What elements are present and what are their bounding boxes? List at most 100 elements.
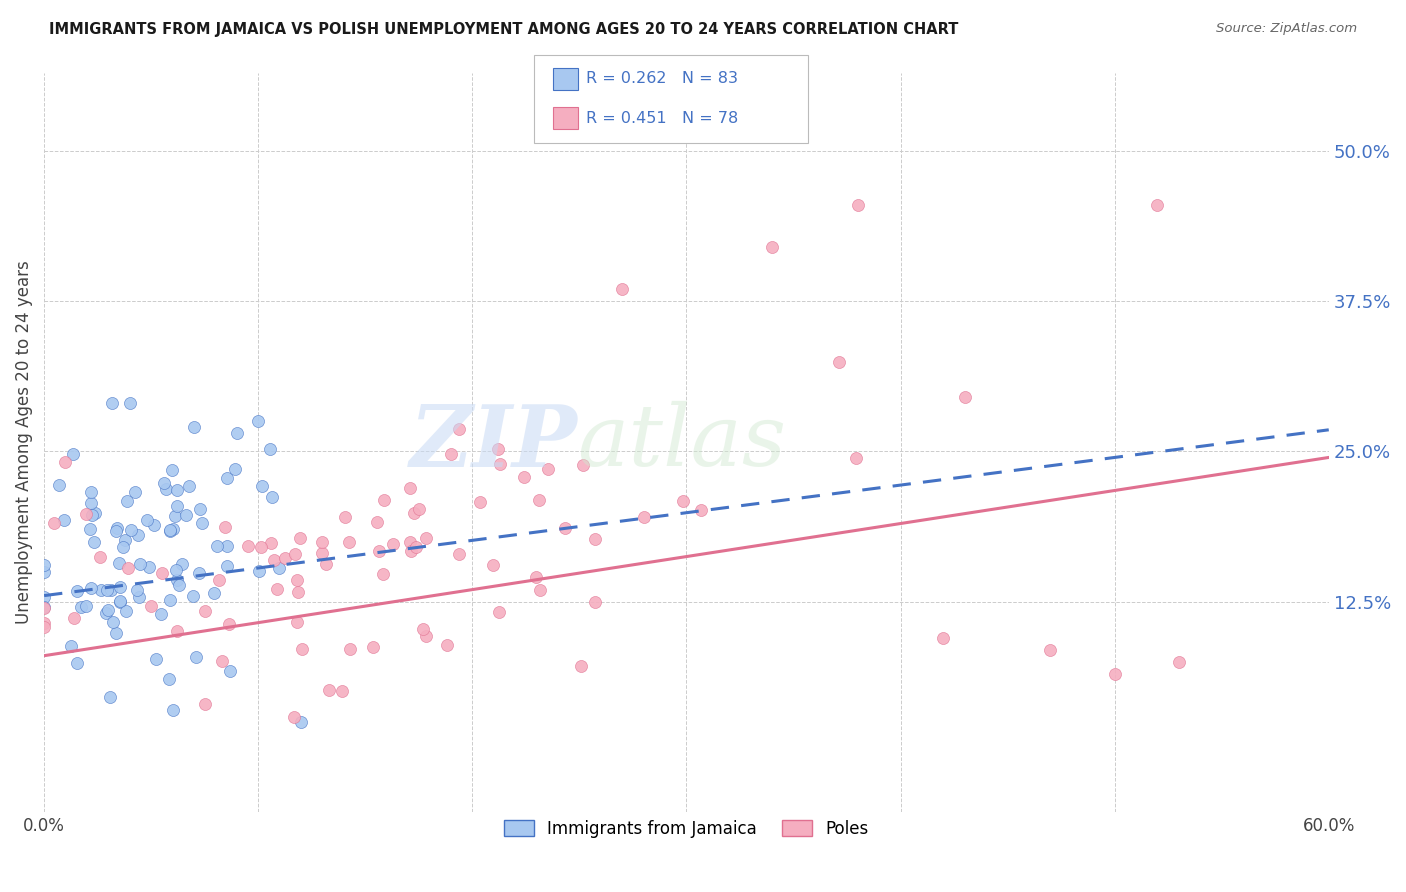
Point (225, 426, 247, 441)
Point (382, 537, 405, 551)
Point (53, 513, 76, 527)
Point (83, 507, 105, 521)
Point (513, 470, 536, 484)
Point (371, 567, 394, 582)
Point (330, 683, 353, 698)
Point (398, 482, 420, 496)
Point (845, 450, 868, 465)
Point (291, 642, 314, 657)
Point (449, 547, 471, 561)
Point (214, 520, 236, 534)
Point (162, 522, 184, 536)
Point (828, 355, 851, 369)
Point (105, 521, 128, 535)
Point (262, 491, 284, 505)
Point (266, 582, 288, 597)
Point (159, 672, 181, 686)
Point (361, 640, 384, 654)
Point (89, 550, 111, 565)
Point (612, 282, 634, 296)
Point (333, 509, 356, 524)
Point (339, 642, 361, 657)
Point (166, 483, 188, 497)
Point (32, 566, 55, 580)
Point (165, 564, 187, 578)
Point (405, 540, 427, 554)
Point (318, 683, 340, 698)
Point (846, 198, 869, 212)
Point (412, 622, 434, 636)
Point (166, 499, 188, 513)
Point (104, 626, 127, 640)
Point (96, 582, 118, 597)
Point (62, 447, 84, 461)
Point (1167, 655, 1189, 669)
Point (761, 240, 783, 254)
Point (259, 442, 281, 457)
Point (169, 577, 191, 591)
Point (83, 535, 105, 549)
Point (124, 485, 146, 500)
Point (127, 528, 149, 542)
Point (247, 414, 270, 428)
Point (311, 534, 333, 549)
Point (90, 582, 112, 597)
Point (205, 539, 228, 553)
Point (208, 573, 231, 587)
Point (633, 510, 655, 524)
Point (128, 590, 150, 604)
Point (569, 659, 592, 673)
Point (32, 601, 55, 615)
Point (554, 521, 576, 535)
Point (136, 513, 159, 527)
Point (263, 553, 285, 567)
Point (529, 582, 551, 597)
Point (159, 523, 181, 537)
Point (524, 570, 547, 584)
Point (79, 522, 101, 536)
Point (283, 710, 305, 724)
Point (101, 615, 124, 630)
Point (218, 617, 240, 632)
Point (398, 535, 420, 549)
Point (449, 422, 471, 436)
Point (583, 595, 606, 609)
Point (44, 516, 66, 530)
Point (285, 573, 308, 587)
Point (80, 485, 103, 500)
Point (436, 638, 458, 652)
Point (174, 508, 197, 523)
Point (482, 558, 505, 572)
Point (285, 615, 308, 630)
Point (59, 639, 82, 653)
Point (114, 533, 136, 547)
Point (486, 442, 509, 456)
Point (489, 457, 512, 471)
Y-axis label: Unemployment Among Ages 20 to 24 years: Unemployment Among Ages 20 to 24 years (15, 260, 32, 624)
Point (311, 546, 333, 560)
Point (139, 599, 162, 614)
Point (66, 584, 89, 599)
Point (529, 492, 551, 507)
Point (96, 606, 118, 620)
Point (118, 396, 141, 410)
Text: IMMIGRANTS FROM JAMAICA VS POLISH UNEMPLOYMENT AMONG AGES 20 TO 24 YEARS CORRELA: IMMIGRANTS FROM JAMAICA VS POLISH UNEMPL… (49, 22, 959, 37)
Point (440, 446, 463, 460)
Point (184, 649, 207, 664)
Point (115, 493, 138, 508)
Point (1104, 666, 1126, 681)
Point (194, 604, 217, 618)
Point (288, 531, 311, 545)
Point (80, 508, 103, 523)
Text: ZIP: ZIP (409, 401, 578, 484)
Point (100, 583, 122, 598)
Text: atlas: atlas (578, 401, 786, 483)
Point (1039, 642, 1062, 657)
Point (159, 524, 181, 538)
Point (80, 496, 103, 510)
Point (166, 624, 188, 638)
Point (145, 652, 167, 666)
Point (415, 629, 437, 643)
Point (166, 573, 188, 587)
Point (111, 540, 134, 554)
